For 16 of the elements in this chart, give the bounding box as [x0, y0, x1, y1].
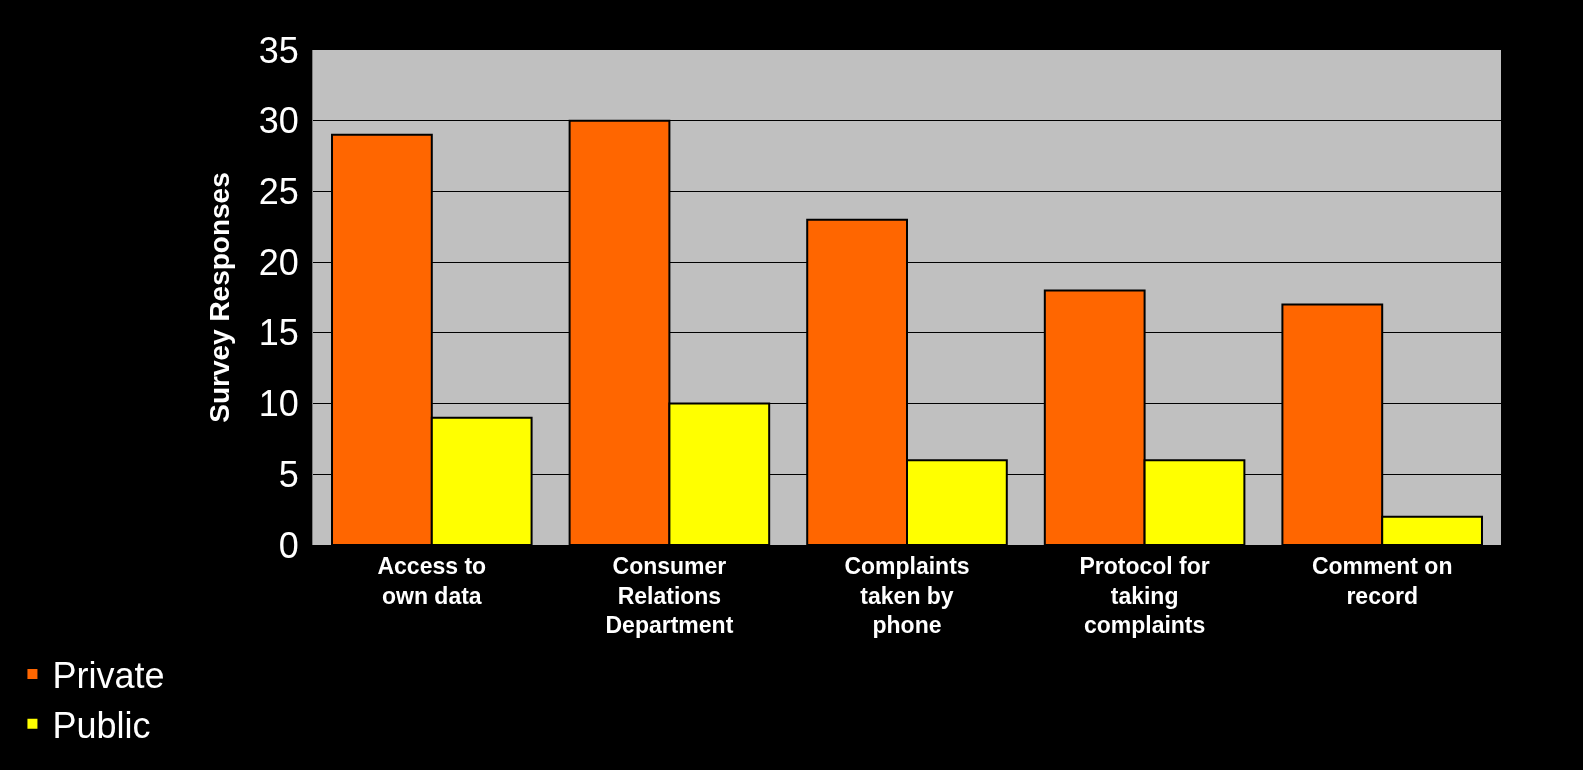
y-tick-label: 20	[258, 241, 299, 283]
y-tick-label: 0	[278, 524, 299, 566]
y-axis-title: Survey Responses	[204, 172, 236, 423]
legend-label: Public	[52, 704, 151, 746]
y-tick-label: 35	[258, 29, 299, 71]
y-tick-label: 25	[258, 171, 299, 213]
y-tick-label: 30	[258, 100, 299, 142]
y-tick-label: 5	[278, 453, 299, 495]
x-tick-label: Access to own data	[377, 552, 487, 609]
y-tick-label: 10	[258, 383, 299, 425]
x-tick-label: Consumer Relations Department	[605, 552, 734, 639]
x-tick-label: Complaints taken by phone	[844, 552, 970, 639]
legend-label: Private	[52, 654, 165, 696]
y-tick-label: 15	[258, 312, 299, 354]
x-tick-label: Comment on record	[1311, 552, 1453, 609]
x-tick-label: Protocol for taking complaints	[1079, 552, 1210, 639]
